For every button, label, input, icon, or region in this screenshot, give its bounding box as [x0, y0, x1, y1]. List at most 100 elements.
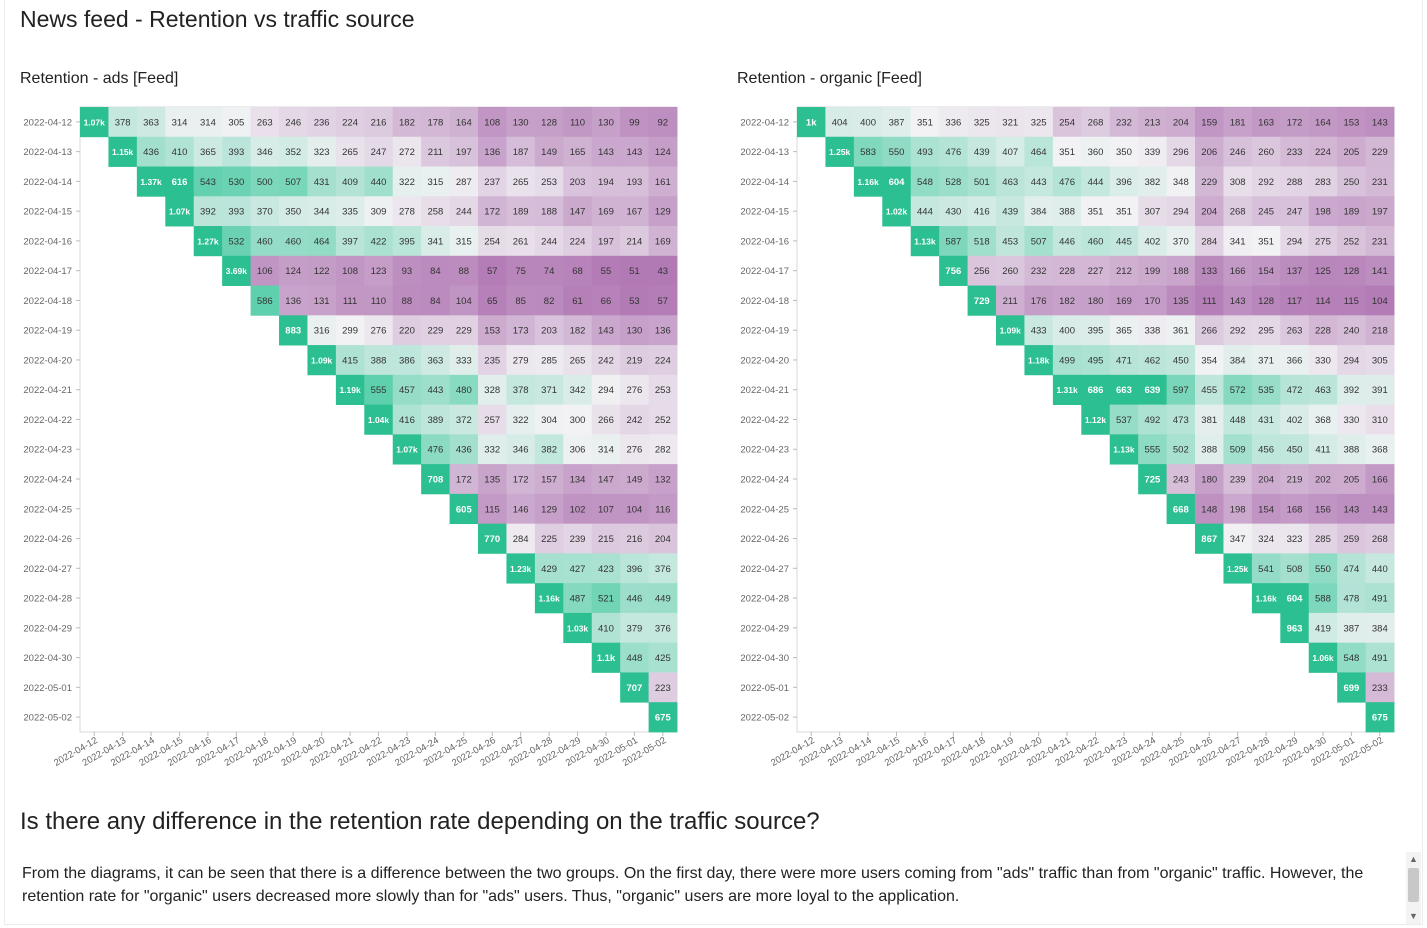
heatmap-cell: [165, 136, 195, 167]
heatmap-cell-label: 471: [1116, 355, 1132, 366]
heatmap-cell-label: 448: [626, 653, 642, 664]
heatmap-cell-label: 220: [399, 326, 415, 337]
heatmap-cell: [307, 345, 337, 376]
heatmap-cell: [1251, 523, 1281, 554]
heatmap-cell: [1365, 553, 1395, 584]
heatmap-cell: [1365, 583, 1395, 614]
heatmap-cell-label: 360: [1088, 147, 1104, 158]
heatmap-cell: [648, 136, 678, 167]
heatmap-cell: [534, 226, 564, 257]
heatmap-cell-label: 382: [541, 445, 557, 456]
heatmap-cell-label: 439: [1002, 207, 1018, 218]
heatmap-cell-label: 463: [1315, 385, 1331, 396]
heatmap-cell: [1052, 196, 1082, 227]
heatmap-cell: [364, 136, 394, 167]
heatmap-cell: [563, 226, 593, 257]
heatmap-cell: [1052, 374, 1082, 405]
heatmap-cell-label: 51: [629, 266, 640, 277]
heatmap-cell-label: 115: [1344, 296, 1359, 307]
heatmap-cell: [250, 196, 280, 227]
heatmap-cell: [591, 523, 621, 554]
heatmap-cell-label: 182: [570, 326, 586, 337]
heatmap-cell: [620, 255, 649, 286]
heatmap-cell-label: 125: [1315, 266, 1331, 277]
heatmap-cell: [1195, 345, 1224, 376]
heatmap-cell-label: 439: [974, 147, 990, 158]
heatmap-cell: [421, 196, 450, 227]
heatmap-cell: [506, 226, 536, 257]
heatmap-cell-label: 199: [1144, 266, 1160, 277]
heatmap-cell-label: 308: [1230, 177, 1246, 188]
heatmap-cell-label: 330: [1315, 355, 1331, 366]
heatmap-cell: [165, 196, 195, 227]
heatmap-cell: [591, 107, 621, 138]
row-tick-label: 2022-04-13: [740, 147, 789, 158]
heatmap-cell: [1251, 196, 1281, 227]
heatmap-cell: [1280, 226, 1310, 257]
heatmap-cell-label: 216: [371, 117, 387, 128]
heatmap-cell: [1109, 166, 1139, 197]
heatmap-cell-label: 214: [626, 236, 642, 247]
heatmap-cell-label: 260: [1258, 147, 1274, 158]
heatmap-cell: [478, 136, 507, 167]
heatmap-cell-label: 250: [1343, 177, 1359, 188]
heatmap-cell-label: 197: [456, 147, 472, 158]
heatmap-cell: [563, 107, 593, 138]
heatmap-cell-label: 129: [541, 504, 557, 515]
row-tick-label: 2022-04-23: [23, 445, 72, 456]
heatmap-cell-label: 43: [658, 266, 669, 277]
heatmap-cell-label: 99: [629, 117, 640, 128]
row-tick-label: 2022-04-16: [23, 236, 72, 247]
heatmap-cell-label: 433: [1031, 326, 1047, 337]
heatmap-cell-label: 346: [513, 445, 529, 456]
row-tick-label: 2022-04-28: [740, 594, 789, 605]
heatmap-cell: [1109, 404, 1139, 435]
heatmap-cell: [534, 196, 564, 227]
heatmap-cell-label: 211: [1003, 296, 1018, 307]
heatmap-cell: [1337, 226, 1366, 257]
row-tick-label: 2022-04-29: [740, 623, 789, 634]
heatmap-cell-label: 128: [1258, 296, 1274, 307]
heatmap-cell-label: 341: [427, 236, 443, 247]
heatmap-cell: [279, 226, 308, 257]
heatmap-cell-label: 304: [541, 415, 557, 426]
heatmap-cell-label: 284: [1201, 236, 1217, 247]
heatmap-cell: [335, 107, 365, 138]
heatmap-cell-label: 85: [515, 296, 526, 307]
heatmap-cell: [996, 255, 1025, 286]
heatmap-cell-label: 128: [1343, 266, 1359, 277]
row-tick-label: 2022-04-21: [23, 385, 72, 396]
heatmap-cell: [591, 226, 621, 257]
heatmap-cell: [996, 226, 1025, 257]
heatmap-cell-label: 110: [371, 296, 386, 307]
heatmap-cell: [591, 196, 621, 227]
heatmap-cell-label: 292: [1258, 177, 1274, 188]
heatmap-cell-label: 393: [228, 207, 244, 218]
scrollbar-thumb[interactable]: [1408, 868, 1419, 902]
heatmap-cell-label: 883: [285, 326, 301, 337]
heatmap-cell: [853, 166, 883, 197]
heatmap-cell-label: 279: [513, 355, 529, 366]
heatmap-cell: [1280, 464, 1310, 495]
heatmap-cell: [1337, 434, 1366, 465]
scroll-up-icon[interactable]: ▲: [1409, 854, 1418, 864]
row-tick-label: 2022-04-24: [23, 475, 72, 486]
heatmap-cell: [591, 136, 621, 167]
heatmap-cell: [1280, 166, 1310, 197]
text-scrollbar[interactable]: ▲ ▼: [1406, 852, 1421, 924]
scroll-down-icon[interactable]: ▼: [1409, 911, 1418, 921]
heatmap-cell-label: 272: [399, 147, 415, 158]
heatmap-cell-label: 136: [285, 296, 301, 307]
heatmap-cell-label: 350: [285, 207, 301, 218]
heatmap-cell-label: 376: [655, 623, 671, 634]
heatmap-cell-label: 365: [200, 147, 216, 158]
heatmap-cell: [506, 107, 536, 138]
heatmap-cell: [250, 107, 280, 138]
heatmap-cell-label: 57: [658, 296, 669, 307]
heatmap-cell: [250, 166, 280, 197]
heatmap-cell: [392, 196, 422, 227]
heatmap-cell-label: 867: [1201, 534, 1217, 545]
heatmap-cell-label: 203: [541, 326, 557, 337]
heatmap-cell: [1195, 404, 1224, 435]
heatmap-cell: [506, 345, 536, 376]
